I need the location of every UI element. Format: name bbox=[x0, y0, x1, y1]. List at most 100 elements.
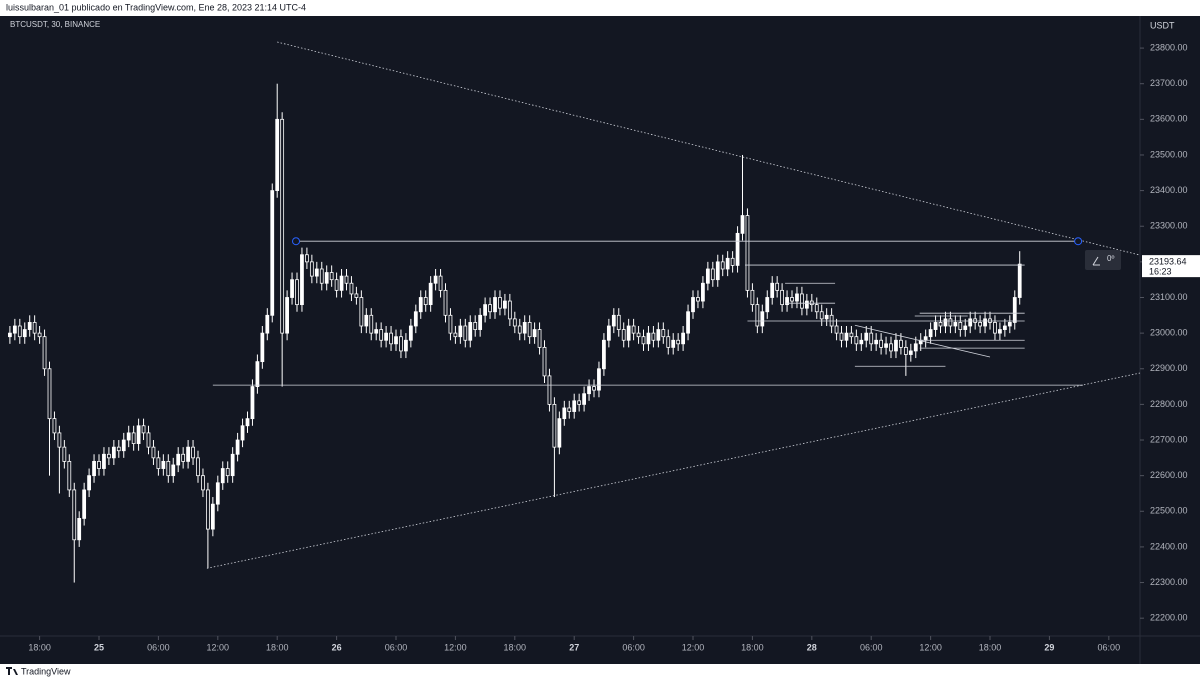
x-tick-label: 26 bbox=[332, 642, 342, 652]
candle-body bbox=[235, 439, 240, 455]
candle-body bbox=[923, 336, 928, 341]
candle-body bbox=[790, 297, 794, 302]
x-tick-label: 25 bbox=[94, 642, 104, 652]
candle-body bbox=[780, 289, 784, 306]
candle-body bbox=[592, 386, 596, 391]
candle-body bbox=[319, 268, 324, 284]
x-tick-label: 06:00 bbox=[622, 642, 645, 652]
x-tick-label: 18:00 bbox=[979, 642, 1002, 652]
candle-body bbox=[453, 332, 458, 338]
y-tick-label: 23700.00 bbox=[1150, 78, 1188, 88]
candle-body bbox=[869, 332, 874, 345]
candle-body bbox=[275, 118, 280, 191]
candle-body bbox=[537, 329, 542, 348]
y-tick-label: 22600.00 bbox=[1150, 470, 1188, 480]
candle-body bbox=[705, 268, 710, 284]
candle-body bbox=[963, 325, 968, 330]
candle-body bbox=[621, 329, 626, 341]
candle-body bbox=[384, 332, 388, 341]
angle-badge bbox=[1085, 250, 1121, 270]
candle-body bbox=[760, 311, 765, 327]
candle-body bbox=[364, 314, 369, 327]
candle-body bbox=[547, 375, 552, 405]
candle-body bbox=[715, 261, 720, 281]
tv-logo bbox=[6, 667, 18, 675]
y-tick-label: 22800.00 bbox=[1150, 399, 1188, 409]
candle-body bbox=[334, 279, 339, 291]
candle-body bbox=[359, 297, 364, 327]
candle-body bbox=[899, 339, 903, 348]
x-tick-label: 12:00 bbox=[919, 642, 942, 652]
candle-body bbox=[770, 282, 775, 298]
candle-body bbox=[498, 297, 502, 309]
last-price-label: 23193.64 bbox=[1149, 257, 1187, 267]
candle-body bbox=[626, 325, 631, 341]
candle-body bbox=[141, 425, 146, 434]
candle-body bbox=[369, 314, 374, 334]
candle-body bbox=[483, 304, 487, 316]
candle-body bbox=[255, 361, 260, 387]
candle-body bbox=[983, 318, 987, 327]
x-tick-label: 06:00 bbox=[385, 642, 408, 652]
drawing-line bbox=[206, 372, 1141, 569]
candle-body bbox=[631, 325, 636, 334]
candle-body bbox=[285, 297, 289, 334]
candle-body bbox=[97, 461, 101, 469]
candle-body bbox=[389, 332, 393, 345]
candle-body bbox=[8, 332, 12, 338]
candle-body bbox=[968, 318, 973, 327]
candle-body bbox=[557, 418, 562, 448]
candle-body bbox=[309, 261, 314, 277]
candle-body bbox=[517, 325, 522, 334]
candle-body bbox=[339, 275, 344, 291]
candle-body bbox=[859, 339, 864, 345]
candle-body bbox=[250, 386, 255, 420]
candle-body bbox=[854, 336, 859, 345]
y-tick-label: 22300.00 bbox=[1150, 577, 1188, 587]
candle-body bbox=[532, 329, 537, 338]
last-price-box bbox=[1142, 255, 1200, 278]
candle-body bbox=[740, 215, 745, 234]
candle-body bbox=[17, 325, 22, 338]
candle-body bbox=[710, 268, 715, 281]
candle-body bbox=[433, 275, 438, 284]
candle-body bbox=[314, 268, 319, 277]
y-tick-label: 22400.00 bbox=[1150, 541, 1188, 551]
candle-body bbox=[933, 322, 938, 330]
x-tick-label: 18:00 bbox=[504, 642, 527, 652]
y-tick-label: 23400.00 bbox=[1150, 185, 1188, 195]
candle-body bbox=[473, 322, 478, 330]
candle-body bbox=[423, 297, 428, 306]
candle-body bbox=[329, 272, 334, 281]
x-tick-label: 18:00 bbox=[741, 642, 764, 652]
candle-body bbox=[795, 293, 799, 302]
candle-body bbox=[324, 272, 329, 284]
candle-body bbox=[1002, 325, 1007, 330]
candle-body bbox=[804, 300, 809, 309]
candle-body bbox=[265, 314, 270, 334]
candle-body bbox=[507, 300, 512, 320]
candle-body bbox=[443, 289, 448, 316]
countdown-label: 16:23 bbox=[1149, 267, 1172, 277]
y-tick-label: 23000.00 bbox=[1150, 328, 1188, 338]
candle-body bbox=[641, 336, 646, 345]
candle-body bbox=[379, 329, 384, 341]
candle-body bbox=[542, 346, 547, 377]
candle-body bbox=[512, 318, 517, 327]
candle-body bbox=[146, 432, 151, 448]
candle-body bbox=[404, 339, 408, 352]
candle-body bbox=[582, 393, 586, 405]
candle-body bbox=[656, 329, 661, 341]
candle-body bbox=[691, 297, 695, 313]
candle-body bbox=[730, 257, 735, 266]
x-tick-label: 18:00 bbox=[266, 642, 289, 652]
candle-body bbox=[161, 461, 166, 469]
candle-body bbox=[488, 304, 492, 313]
x-tick-label: 12:00 bbox=[207, 642, 230, 652]
candle-body bbox=[953, 322, 958, 327]
y-tick-label: 23300.00 bbox=[1150, 221, 1188, 231]
candle-body bbox=[413, 311, 418, 327]
candle-body bbox=[344, 275, 349, 284]
